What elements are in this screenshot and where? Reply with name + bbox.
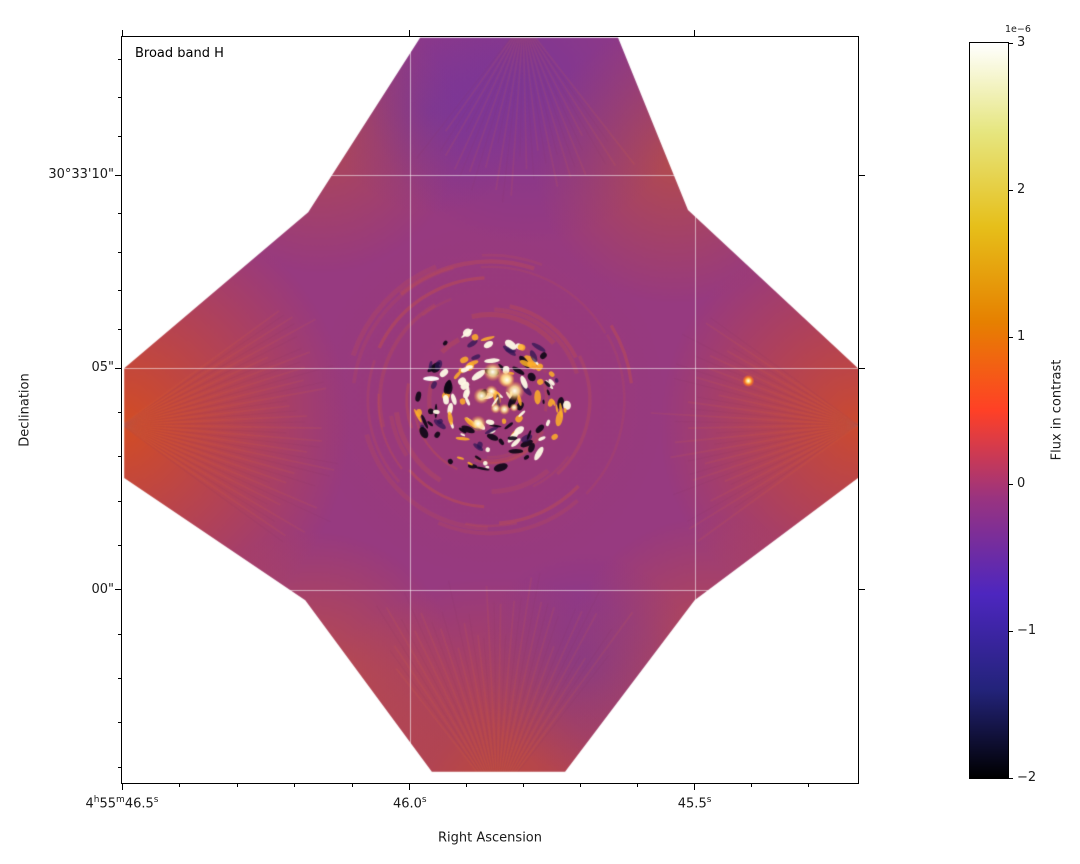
colorbar-tick-mark bbox=[1009, 42, 1013, 44]
colorbar-tick-mark bbox=[1009, 777, 1013, 779]
y-minor-tick-mark bbox=[118, 677, 121, 679]
sky-image-canvas bbox=[122, 37, 858, 783]
colorbar bbox=[969, 42, 1009, 779]
y-minor-tick-mark bbox=[118, 251, 121, 253]
plot-title: Broad band H bbox=[135, 46, 224, 61]
x-axis-label: Right Ascension bbox=[438, 830, 542, 846]
colorbar-tick-label: −1 bbox=[1017, 623, 1037, 638]
colorbar-tick-label: −2 bbox=[1017, 770, 1037, 785]
y-axis-label: Declination bbox=[17, 373, 33, 447]
y-minor-tick-mark bbox=[118, 456, 121, 458]
colorbar-tick-label: 1 bbox=[1017, 329, 1026, 344]
y-minor-tick-mark bbox=[118, 58, 121, 60]
y-tick-mark bbox=[115, 589, 121, 591]
x-minor-tick-mark bbox=[580, 784, 582, 787]
colorbar-label: Flux in contrast bbox=[1049, 359, 1065, 461]
y-tick-mark-right bbox=[859, 174, 865, 176]
colorbar-tick-mark bbox=[1009, 483, 1013, 485]
x-minor-tick-mark bbox=[236, 784, 238, 787]
colorbar-tick-mark bbox=[1009, 189, 1013, 191]
colorbar-tick-mark bbox=[1009, 630, 1013, 632]
x-minor-tick-mark bbox=[751, 784, 753, 787]
x-minor-tick-mark bbox=[294, 784, 296, 787]
x-tick-mark-top bbox=[409, 30, 411, 36]
y-minor-tick-mark bbox=[118, 135, 121, 137]
y-tick-label: 05" bbox=[91, 360, 114, 376]
x-tick-label: 45.5s bbox=[677, 795, 712, 812]
x-minor-tick-mark bbox=[523, 784, 525, 787]
y-minor-tick-mark bbox=[118, 633, 121, 635]
y-tick-label: 30°33'10" bbox=[48, 167, 114, 182]
x-minor-tick-mark bbox=[808, 784, 810, 787]
y-tick-mark bbox=[115, 367, 121, 369]
y-minor-tick-mark bbox=[118, 213, 121, 215]
plot-area: Broad band H bbox=[121, 36, 859, 784]
x-tick-mark-top bbox=[694, 30, 696, 36]
x-tick-mark-top bbox=[121, 30, 123, 36]
colorbar-gradient bbox=[970, 43, 1008, 778]
y-minor-tick-mark bbox=[118, 412, 121, 414]
x-minor-tick-mark bbox=[466, 784, 468, 787]
x-tick-label: 4h55m46.5s bbox=[85, 795, 159, 812]
x-tick-mark bbox=[409, 784, 411, 790]
y-minor-tick-mark bbox=[118, 329, 121, 331]
x-tick-mark bbox=[121, 784, 123, 790]
x-minor-tick-mark bbox=[351, 784, 353, 787]
x-minor-tick-mark bbox=[179, 784, 181, 787]
colorbar-tick-label: 3 bbox=[1017, 35, 1026, 50]
x-tick-mark bbox=[694, 784, 696, 790]
y-minor-tick-mark bbox=[118, 97, 121, 99]
y-minor-tick-mark bbox=[118, 500, 121, 502]
colorbar-tick-label: 2 bbox=[1017, 182, 1026, 197]
y-tick-mark-right bbox=[859, 589, 865, 591]
colorbar-tick-label: 0 bbox=[1017, 476, 1026, 491]
y-tick-mark bbox=[115, 174, 121, 176]
y-tick-mark-right bbox=[859, 367, 865, 369]
y-tick-label: 00" bbox=[91, 581, 114, 597]
x-minor-tick-mark bbox=[637, 784, 639, 787]
y-minor-tick-mark bbox=[118, 722, 121, 724]
colorbar-tick-mark bbox=[1009, 336, 1013, 338]
colorbar-scale-offset-text: 1e−6 bbox=[1005, 24, 1031, 35]
y-minor-tick-mark bbox=[118, 544, 121, 546]
y-minor-tick-mark bbox=[118, 290, 121, 292]
y-minor-tick-mark bbox=[118, 766, 121, 768]
x-tick-label: 46.0s bbox=[392, 795, 427, 812]
